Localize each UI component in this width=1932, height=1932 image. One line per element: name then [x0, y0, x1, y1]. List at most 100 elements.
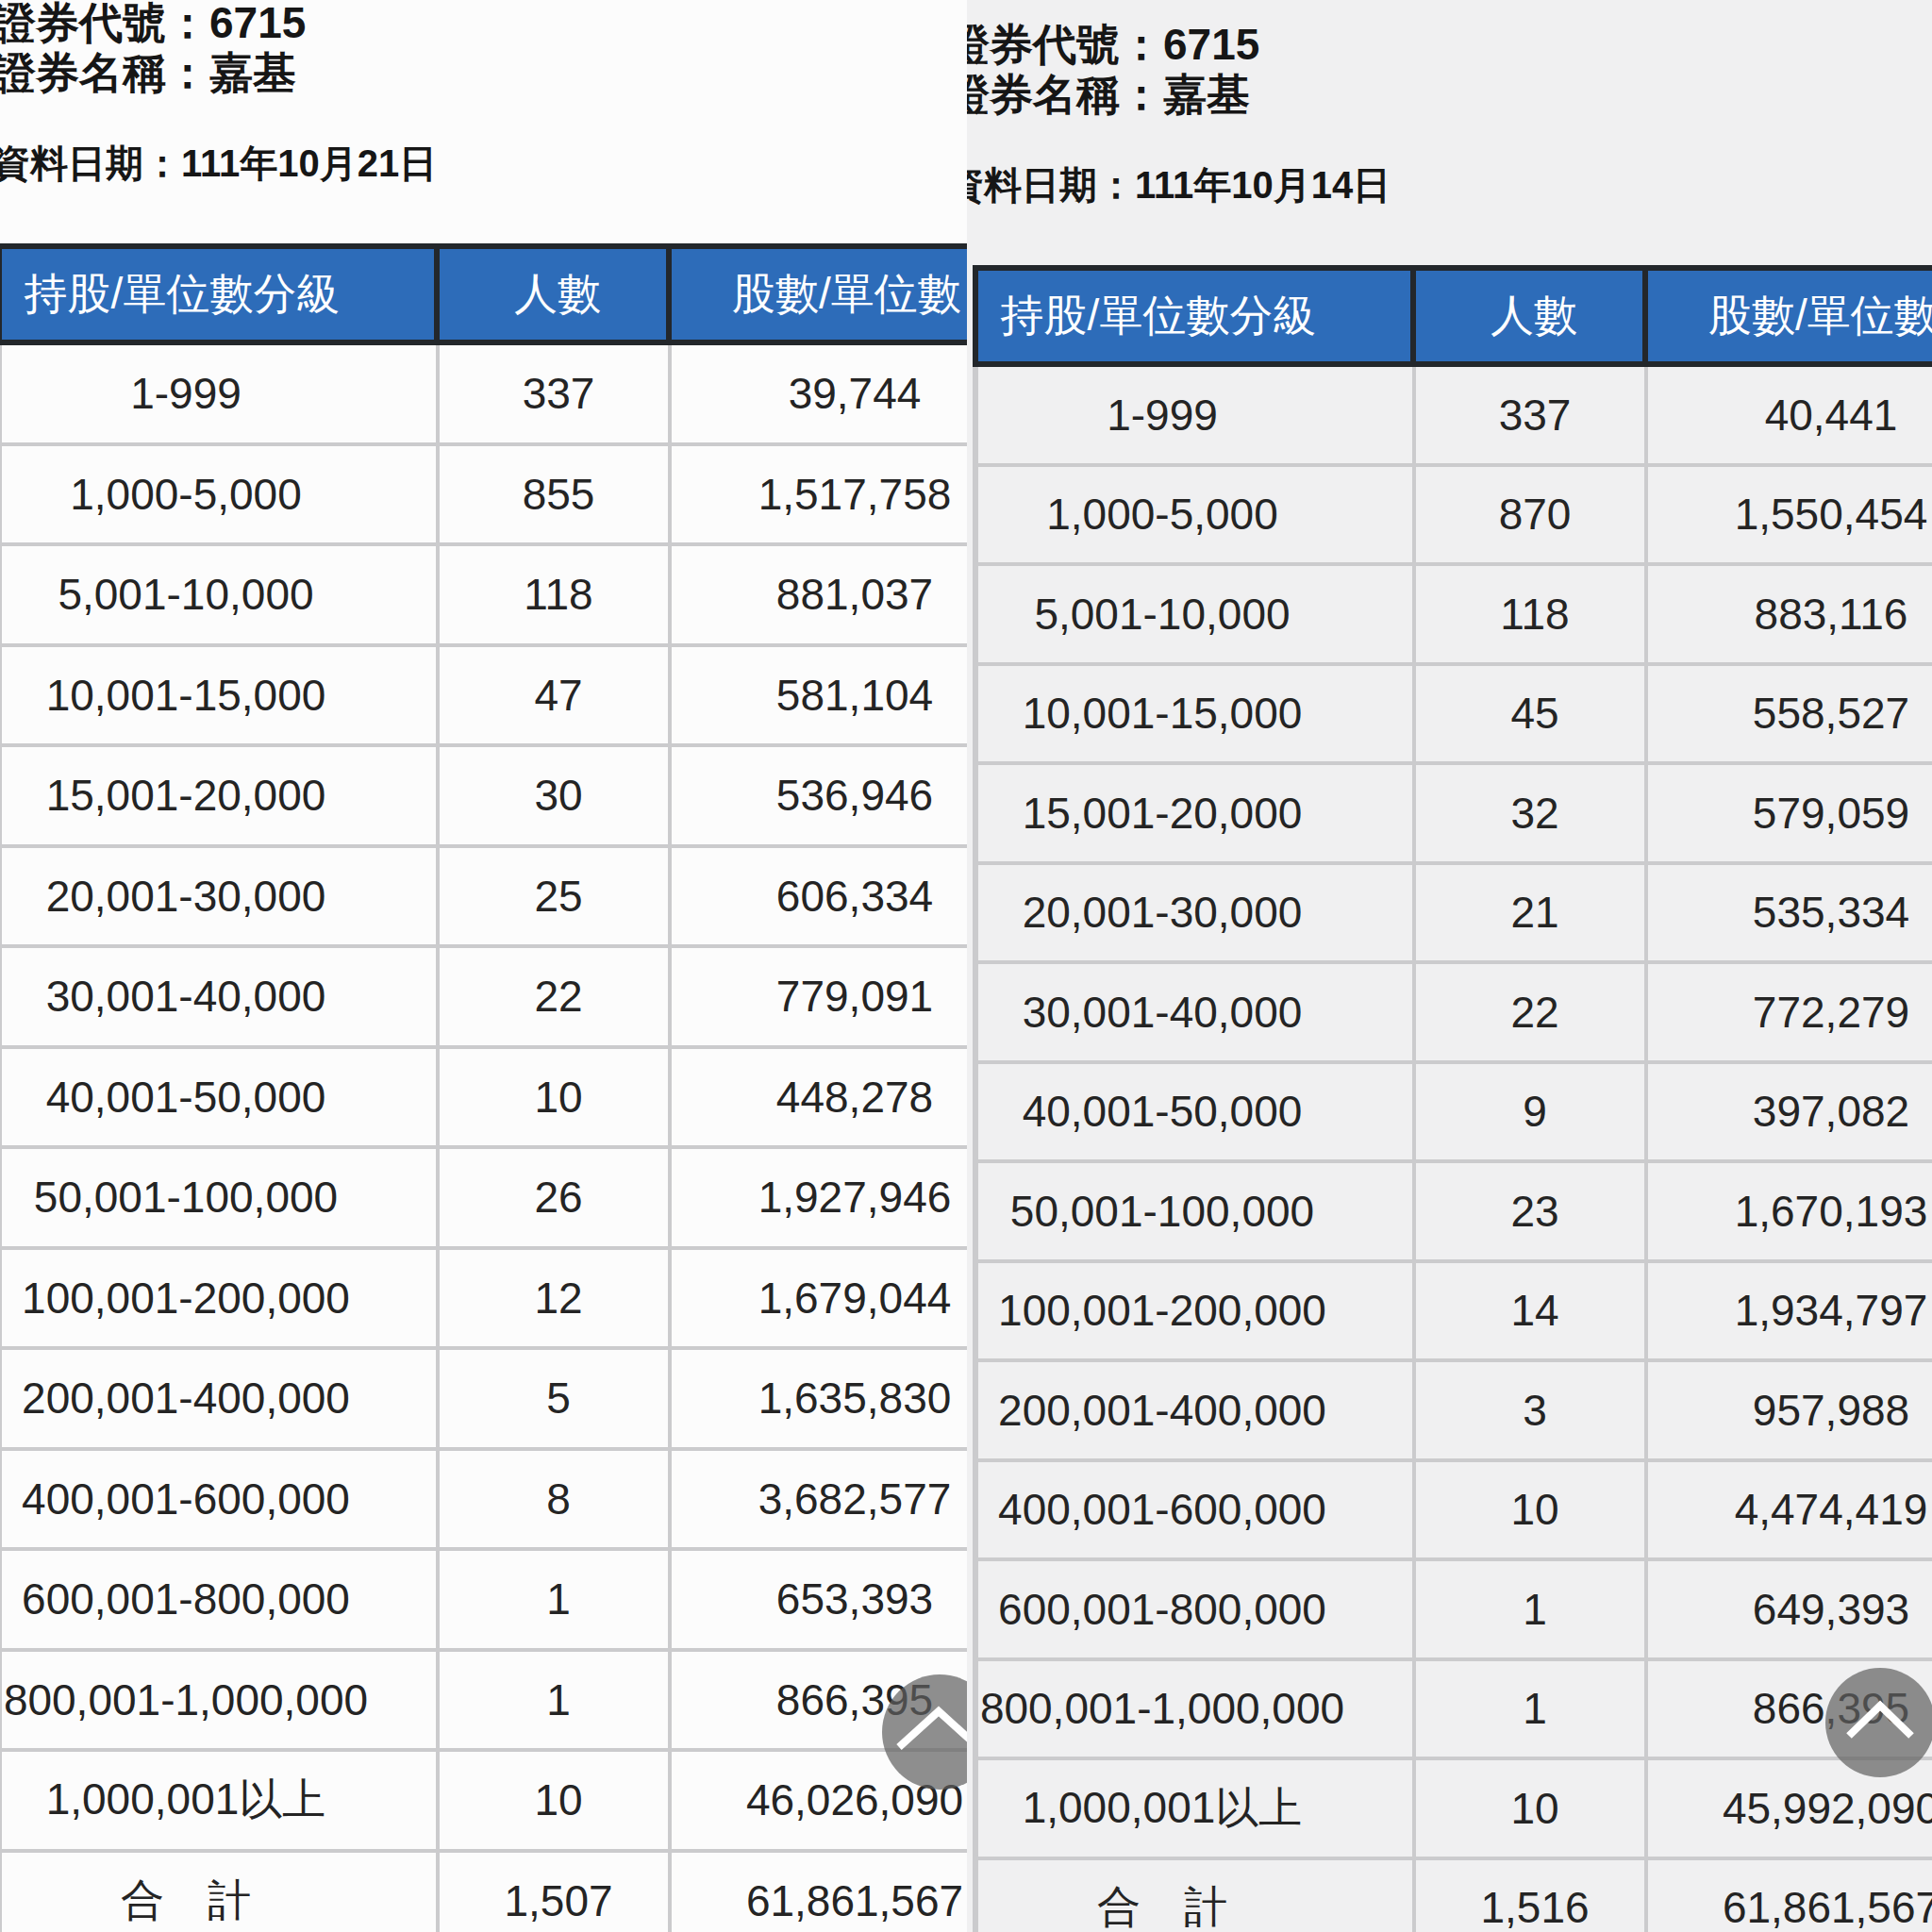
table-row: 1,000,001以上1045,992,090 — [973, 1760, 1932, 1860]
shares-cell: 40,441 — [1648, 367, 1932, 463]
table-row: 800,001-1,000,0001866,395 — [0, 1652, 967, 1753]
holders-cell: 10 — [1416, 1760, 1648, 1857]
holders-cell: 1,516 — [1416, 1860, 1648, 1932]
shares-cell: 1,635,830 — [672, 1350, 967, 1447]
range-cell: 40,001-50,000 — [978, 1064, 1416, 1160]
holders-cell: 26 — [440, 1149, 672, 1246]
table-row: 1,000-5,0008551,517,758 — [0, 446, 967, 547]
holders-cell: 118 — [1416, 566, 1648, 662]
chevron-up-icon — [882, 1674, 967, 1790]
shares-cell: 957,988 — [1648, 1362, 1932, 1458]
holders-cell: 3 — [1416, 1362, 1648, 1458]
range-cell: 1,000,001以上 — [978, 1760, 1416, 1857]
holders-cell: 22 — [440, 948, 672, 1045]
shares-cell: 61,861,567 — [672, 1853, 967, 1932]
holders-cell: 1,507 — [440, 1853, 672, 1932]
holders-cell: 12 — [440, 1250, 672, 1347]
scroll-to-top-button[interactable] — [882, 1674, 967, 1790]
shares-cell: 448,278 — [672, 1049, 967, 1146]
table-row: 1,000-5,0008701,550,454 — [973, 467, 1932, 567]
range-cell: 800,001-1,000,000 — [2, 1652, 440, 1749]
table-row: 10,001-15,00045558,527 — [973, 666, 1932, 766]
shares-cell: 3,682,577 — [672, 1451, 967, 1548]
scroll-to-top-button[interactable] — [1825, 1668, 1932, 1777]
range-cell: 15,001-20,000 — [2, 747, 440, 844]
table-row: 800,001-1,000,0001866,395 — [973, 1661, 1932, 1761]
range-cell: 600,001-800,000 — [978, 1561, 1416, 1657]
table-row: 40,001-50,0009397,082 — [973, 1064, 1932, 1164]
panel-right: 證券代號：6715 證券名稱：嘉基 資料日期：111年10月14日 持股/單位數… — [967, 0, 1932, 1932]
shares-cell: 39,744 — [672, 345, 967, 442]
holders-cell: 21 — [1416, 865, 1648, 961]
shares-cell: 779,091 — [672, 948, 967, 1045]
table-row: 200,001-400,0003957,988 — [973, 1362, 1932, 1462]
column-header-holders: 人數 — [1416, 271, 1648, 361]
shares-cell: 881,037 — [672, 546, 967, 643]
table-row: 400,001-600,00083,682,577 — [0, 1451, 967, 1552]
holders-cell: 870 — [1416, 467, 1648, 563]
range-cell: 10,001-15,000 — [2, 647, 440, 744]
holders-cell: 14 — [1416, 1263, 1648, 1359]
table-row: 1-99933740,441 — [973, 367, 1932, 467]
shares-cell: 653,393 — [672, 1551, 967, 1648]
range-cell: 30,001-40,000 — [978, 964, 1416, 1060]
table-row: 1,000,001以上1046,026,090 — [0, 1752, 967, 1853]
holders-cell: 32 — [1416, 765, 1648, 861]
shares-cell: 536,946 — [672, 747, 967, 844]
holders-cell: 1 — [440, 1551, 672, 1648]
security-code-line: 證券代號：6715 — [967, 20, 1259, 70]
shares-cell: 1,679,044 — [672, 1250, 967, 1347]
range-cell: 5,001-10,000 — [2, 546, 440, 643]
security-code-line: 證券代號：6715 — [0, 0, 306, 48]
range-cell: 1,000-5,000 — [978, 467, 1416, 563]
table-row: 20,001-30,00021535,334 — [973, 865, 1932, 965]
range-cell: 800,001-1,000,000 — [978, 1661, 1416, 1757]
column-header-shares: 股數/單位數 — [672, 249, 967, 340]
table-row: 合 計1,50761,861,567 — [0, 1853, 967, 1932]
holders-cell: 337 — [440, 345, 672, 442]
table-header-row: 持股/單位數分級 人數 股數/單位數 — [973, 265, 1932, 367]
shares-cell: 397,082 — [1648, 1064, 1932, 1160]
column-header-shares: 股數/單位數 — [1648, 271, 1932, 361]
holders-cell: 855 — [440, 446, 672, 543]
security-header: 證券代號：6715 證券名稱：嘉基 — [0, 0, 306, 98]
table-header-row: 持股/單位數分級 人數 股數/單位數 — [0, 243, 967, 345]
shares-cell: 1,670,193 — [1648, 1163, 1932, 1259]
shares-cell: 772,279 — [1648, 964, 1932, 1060]
range-cell: 30,001-40,000 — [2, 948, 440, 1045]
table-row: 合 計1,51661,861,567 — [973, 1860, 1932, 1932]
range-cell: 20,001-30,000 — [978, 865, 1416, 961]
table-row: 15,001-20,00032579,059 — [973, 765, 1932, 865]
data-date-line: 資料日期：111年10月21日 — [0, 138, 437, 190]
chevron-up-icon — [1825, 1668, 1932, 1777]
range-cell: 1,000,001以上 — [2, 1752, 440, 1849]
range-cell: 200,001-400,000 — [2, 1350, 440, 1447]
data-date-line: 資料日期：111年10月14日 — [967, 159, 1391, 211]
range-cell: 5,001-10,000 — [978, 566, 1416, 662]
holders-cell: 10 — [440, 1049, 672, 1146]
holders-cell: 1 — [1416, 1561, 1648, 1657]
holders-cell: 5 — [440, 1350, 672, 1447]
shares-cell: 535,334 — [1648, 865, 1932, 961]
shares-cell: 1,927,946 — [672, 1149, 967, 1246]
holders-cell: 47 — [440, 647, 672, 744]
range-cell: 40,001-50,000 — [2, 1049, 440, 1146]
table-row: 600,001-800,0001653,393 — [0, 1551, 967, 1652]
holders-cell: 22 — [1416, 964, 1648, 1060]
holders-cell: 23 — [1416, 1163, 1648, 1259]
range-cell: 400,001-600,000 — [978, 1462, 1416, 1558]
table-row: 50,001-100,000261,927,946 — [0, 1149, 967, 1250]
screenshot-stage: 證券代號：6715 證券名稱：嘉基 資料日期：111年10月21日 持股/單位數… — [0, 0, 1932, 1932]
shareholding-table: 持股/單位數分級 人數 股數/單位數 1-99933739,7441,000-5… — [0, 243, 967, 1932]
holders-cell: 118 — [440, 546, 672, 643]
range-cell: 合 計 — [2, 1853, 440, 1932]
column-header-range: 持股/單位數分級 — [2, 249, 440, 340]
range-cell: 200,001-400,000 — [978, 1362, 1416, 1458]
range-cell: 20,001-30,000 — [2, 848, 440, 945]
shares-cell: 649,393 — [1648, 1561, 1932, 1657]
panel-left: 證券代號：6715 證券名稱：嘉基 資料日期：111年10月21日 持股/單位數… — [0, 0, 967, 1932]
range-cell: 400,001-600,000 — [2, 1451, 440, 1548]
holders-cell: 8 — [440, 1451, 672, 1548]
shares-cell: 883,116 — [1648, 566, 1932, 662]
shares-cell: 61,861,567 — [1648, 1860, 1932, 1932]
